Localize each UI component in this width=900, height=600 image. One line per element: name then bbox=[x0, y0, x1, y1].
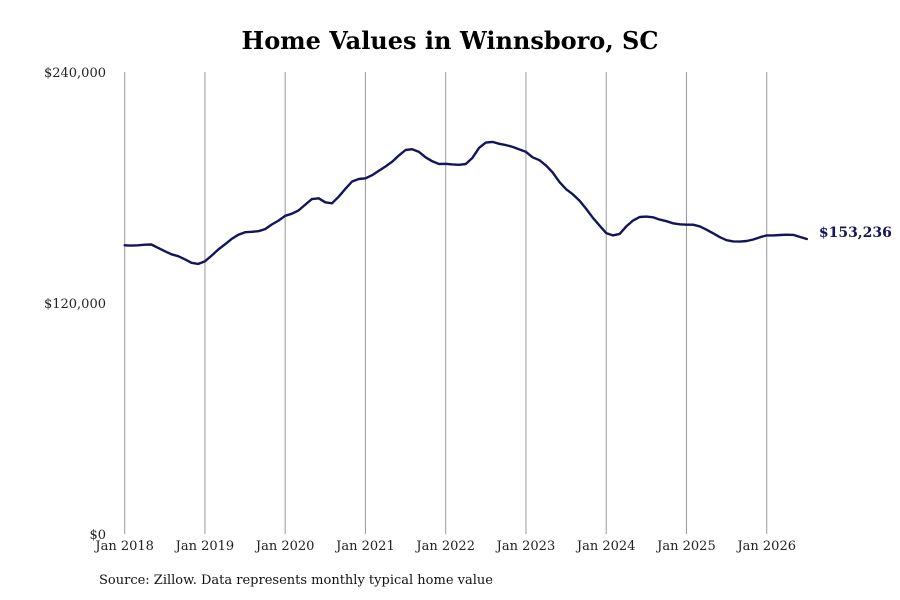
series-layer: $153,236 bbox=[123, 140, 892, 266]
end-value-label: $153,236 bbox=[819, 225, 892, 241]
y-tick-label: $0 bbox=[89, 528, 106, 543]
x-tick-label: Jan 2024 bbox=[575, 539, 636, 554]
x-tick-label: Jan 2025 bbox=[655, 539, 716, 554]
x-tick-label: Jan 2021 bbox=[334, 539, 395, 554]
x-tick-label: Jan 2022 bbox=[414, 539, 475, 554]
x-tick-label: Jan 2023 bbox=[495, 539, 556, 554]
y-tick-label: $240,000 bbox=[44, 66, 106, 81]
x-tick-label: Jan 2026 bbox=[735, 539, 796, 554]
chart-title: Home Values in Winnsboro, SC bbox=[241, 26, 659, 55]
x-tick-label: Jan 2018 bbox=[93, 539, 154, 554]
x-tick-label: Jan 2020 bbox=[254, 539, 315, 554]
x-tick-label: Jan 2019 bbox=[174, 539, 235, 554]
y-tick-label: $120,000 bbox=[44, 297, 106, 312]
series-line bbox=[123, 140, 808, 266]
gridlines bbox=[124, 72, 768, 534]
source-note: Source: Zillow. Data represents monthly … bbox=[99, 573, 493, 588]
axis-labels: Jan 2018 Jan 2019 Jan 2020 Jan 2021 Jan 2022… bbox=[44, 66, 796, 554]
